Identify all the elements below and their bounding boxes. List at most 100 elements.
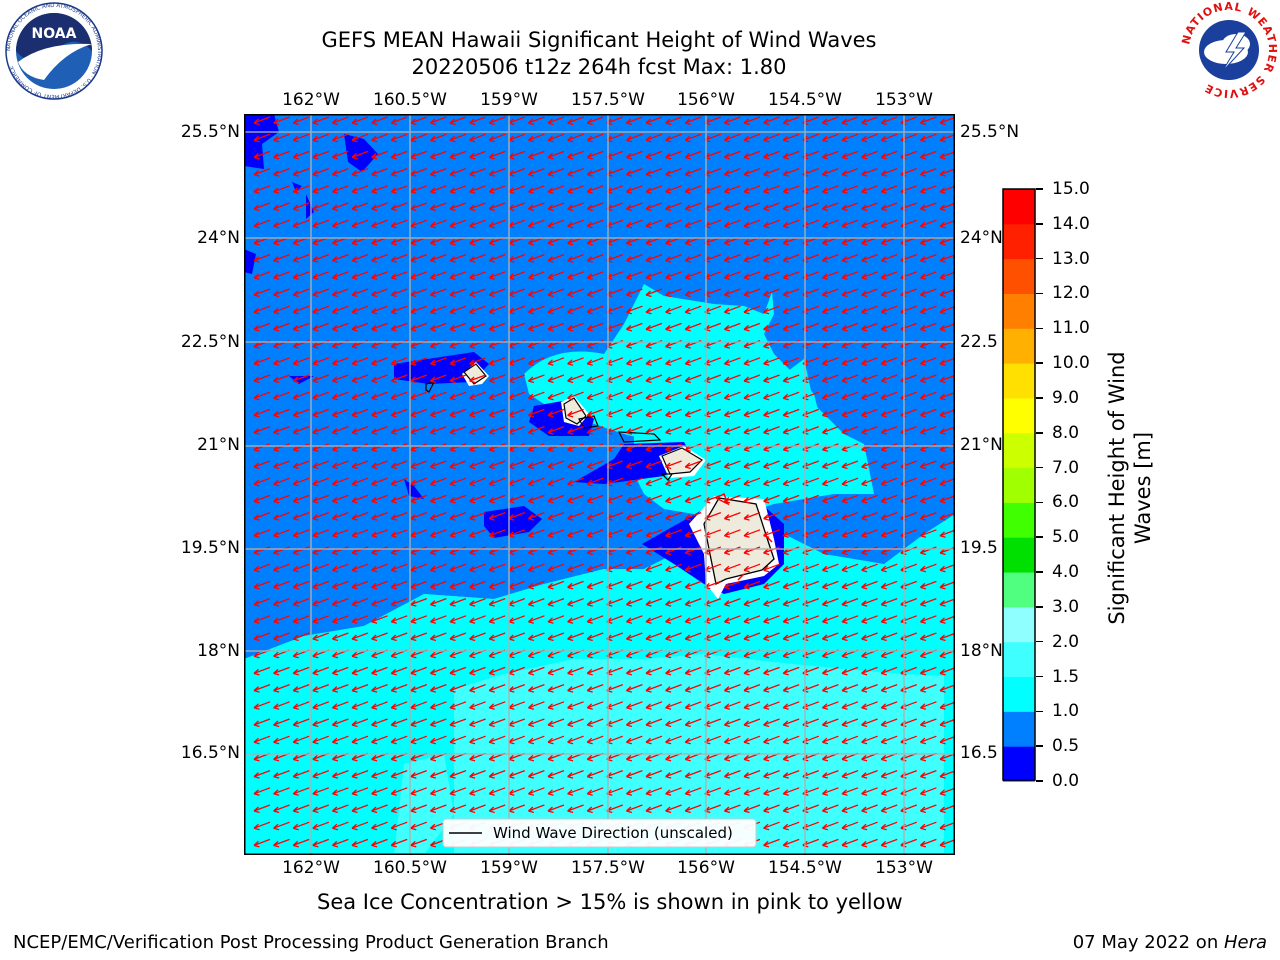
wind-wave-arrow — [449, 735, 467, 745]
wind-wave-arrow — [743, 460, 761, 470]
wind-wave-arrow — [410, 615, 428, 624]
wind-wave-arrow — [665, 425, 682, 435]
wind-wave-arrow — [527, 477, 545, 487]
wind-wave-arrow — [547, 357, 565, 366]
wind-wave-arrow — [625, 305, 643, 315]
wind-wave-arrow — [292, 787, 310, 796]
wind-wave-arrow — [821, 701, 839, 710]
wind-wave-arrow — [586, 511, 604, 521]
wind-wave-arrow — [782, 804, 800, 814]
wind-wave-arrow — [312, 563, 330, 573]
wind-wave-arrow — [880, 718, 898, 728]
wind-wave-arrow — [547, 305, 565, 315]
wind-wave-arrow — [743, 666, 761, 676]
wind-wave-arrow — [273, 683, 290, 693]
wind-wave-arrow — [625, 494, 643, 504]
wind-wave-arrow — [625, 391, 643, 401]
wind-wave-arrow — [684, 718, 702, 728]
wind-wave-arrow — [273, 219, 290, 229]
wind-wave-arrow — [390, 787, 408, 796]
wind-wave-arrow — [469, 167, 486, 177]
wind-wave-arrow — [527, 288, 545, 298]
lat-label-right: 19.5 — [960, 538, 998, 558]
wind-wave-arrow — [625, 219, 643, 229]
wind-wave-arrow — [567, 167, 584, 177]
wind-wave-arrow — [625, 632, 643, 642]
wind-wave-arrow — [880, 511, 898, 521]
wind-wave-arrow — [645, 597, 663, 607]
colorbar-tick-mark — [1036, 780, 1043, 782]
wind-wave-arrow — [939, 598, 955, 607]
wind-wave-arrow — [390, 253, 408, 263]
wind-wave-arrow — [919, 769, 937, 779]
wind-wave-arrow — [273, 357, 290, 366]
wind-wave-arrow — [939, 426, 955, 435]
wind-wave-arrow — [488, 511, 506, 521]
wind-wave-arrow — [351, 357, 369, 366]
wind-wave-arrow — [625, 735, 643, 745]
wind-wave-arrow — [763, 511, 780, 521]
wind-wave-arrow — [782, 391, 800, 401]
wind-wave-arrow — [312, 219, 330, 229]
wind-wave-arrow — [429, 288, 447, 298]
wind-wave-arrow — [684, 391, 702, 401]
wind-wave-arrow — [939, 563, 955, 573]
wind-wave-arrow — [586, 494, 604, 504]
wind-wave-arrow — [880, 580, 898, 590]
wind-wave-arrow — [841, 804, 859, 814]
wind-wave-arrow — [410, 288, 428, 298]
wind-wave-arrow — [625, 202, 643, 212]
lon-label-top: 160.5°W — [373, 90, 447, 110]
wind-wave-arrow — [880, 615, 898, 624]
wind-wave-arrow — [861, 838, 878, 848]
colorbar-tick-mark — [1036, 745, 1043, 747]
wind-wave-arrow — [410, 683, 428, 693]
wind-wave-arrow — [390, 167, 408, 177]
wind-wave-arrow — [331, 511, 349, 521]
wind-wave-arrow — [723, 219, 741, 229]
wind-wave-arrow — [645, 718, 663, 728]
wind-wave-arrow — [547, 563, 565, 573]
colorbar-tick-label: 14.0 — [1052, 213, 1090, 234]
wind-wave-arrow — [253, 133, 271, 143]
wind-wave-arrow — [371, 374, 388, 384]
wind-wave-arrow — [331, 271, 349, 280]
wind-wave-arrow — [429, 735, 447, 745]
wind-wave-arrow — [371, 202, 388, 212]
wind-wave-arrow — [292, 253, 310, 263]
wind-wave-arrow — [371, 133, 388, 143]
wind-wave-arrow — [861, 735, 878, 745]
wind-wave-arrow — [586, 253, 604, 263]
wind-wave-arrow — [939, 581, 955, 590]
wind-wave-arrow — [743, 305, 761, 315]
wind-wave-arrow — [743, 391, 761, 401]
wind-wave-arrow — [841, 305, 859, 315]
wind-wave-arrow — [371, 529, 388, 538]
wind-wave-arrow — [723, 150, 741, 160]
wind-wave-arrow — [821, 718, 839, 728]
wind-wave-arrow — [723, 408, 741, 418]
wind-wave-arrow — [625, 787, 643, 796]
wind-wave-arrow — [919, 804, 937, 814]
wind-wave-arrow — [841, 185, 859, 194]
wind-wave-arrow — [351, 288, 369, 298]
wind-wave-arrow — [919, 494, 937, 504]
wind-wave-arrow — [253, 425, 271, 435]
wind-wave-arrow — [469, 202, 486, 212]
wind-wave-arrow — [371, 701, 388, 710]
wind-wave-arrow — [390, 615, 408, 624]
wind-wave-arrow — [723, 116, 741, 126]
wind-wave-arrow — [919, 701, 937, 710]
wind-wave-arrow — [841, 632, 859, 642]
wind-wave-arrow — [449, 150, 467, 160]
wind-wave-arrow — [292, 374, 310, 384]
wind-wave-arrow — [586, 666, 604, 676]
wind-wave-arrow — [821, 666, 839, 676]
wind-wave-arrow — [292, 185, 310, 194]
wind-wave-arrow — [292, 666, 310, 676]
colorbar-tick-label: 0.0 — [1052, 771, 1080, 791]
island-hawaii — [689, 492, 779, 599]
wind-wave-arrow — [743, 701, 761, 710]
wind-wave-arrow — [665, 632, 682, 642]
wind-wave-arrow — [586, 701, 604, 710]
